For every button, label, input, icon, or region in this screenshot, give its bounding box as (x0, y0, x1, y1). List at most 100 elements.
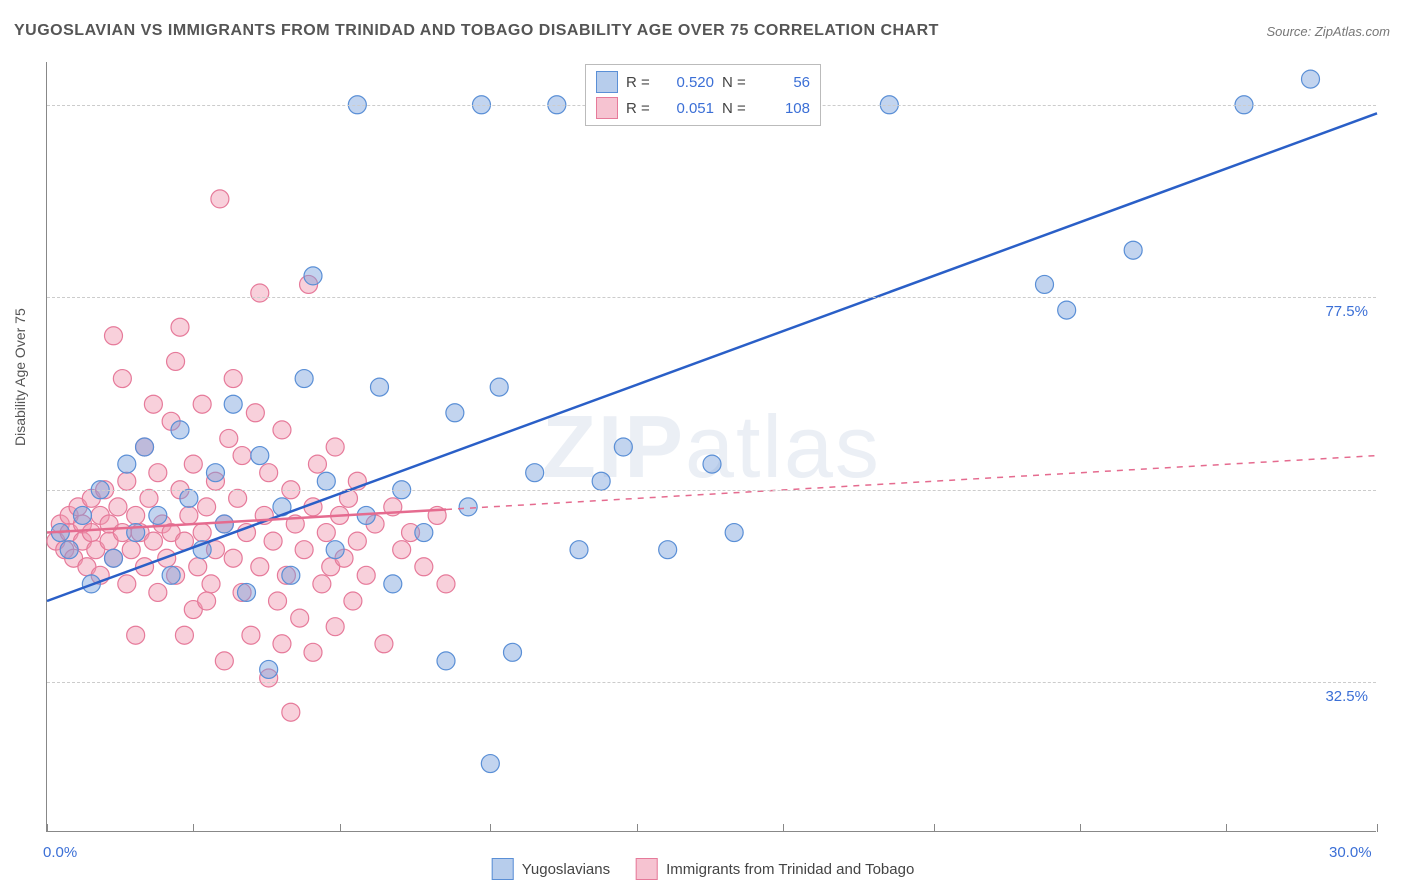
legend-series: Yugoslavians Immigrants from Trinidad an… (492, 858, 915, 880)
data-point (260, 660, 278, 678)
data-point (282, 566, 300, 584)
legend-row-yugoslavians: R = 0.520 N = 56 (596, 69, 810, 95)
x-tick-label: 0.0% (43, 844, 77, 861)
data-point (198, 498, 216, 516)
data-point (198, 592, 216, 610)
data-point (304, 267, 322, 285)
data-point (73, 506, 91, 524)
data-point (82, 524, 100, 542)
data-point (251, 558, 269, 576)
data-point (224, 395, 242, 413)
data-point (1036, 275, 1054, 293)
data-point (136, 438, 154, 456)
plot-area: ZIPatlas 32.5%77.5%0.0%30.0% (46, 62, 1376, 832)
n-value-yugoslavians: 56 (758, 74, 810, 91)
data-point (446, 404, 464, 422)
x-tick-label: 30.0% (1329, 844, 1372, 861)
data-point (269, 592, 287, 610)
data-point (162, 566, 180, 584)
data-point (175, 626, 193, 644)
data-point (659, 541, 677, 559)
data-point (189, 558, 207, 576)
x-tick (1080, 824, 1081, 832)
data-point (282, 703, 300, 721)
x-tick (1226, 824, 1227, 832)
data-point (371, 378, 389, 396)
data-point (504, 643, 522, 661)
data-point (171, 421, 189, 439)
data-point (703, 455, 721, 473)
data-point (202, 575, 220, 593)
data-point (180, 489, 198, 507)
y-axis-label: Disability Age Over 75 (12, 308, 28, 446)
data-point (1302, 70, 1320, 88)
data-point (614, 438, 632, 456)
data-point (140, 489, 158, 507)
y-tick-label: 32.5% (1325, 688, 1368, 705)
x-tick (490, 824, 491, 832)
data-point (118, 575, 136, 593)
data-point (317, 472, 335, 490)
data-point (215, 652, 233, 670)
data-point (109, 498, 127, 516)
data-point (326, 541, 344, 559)
gridline (47, 297, 1376, 298)
data-point (229, 489, 247, 507)
data-point (291, 609, 309, 627)
data-point (233, 447, 251, 465)
data-point (326, 618, 344, 636)
n-value-trinidad: 108 (758, 100, 810, 117)
data-point (251, 284, 269, 302)
legend-item-trinidad: Immigrants from Trinidad and Tobago (636, 858, 914, 880)
data-point (105, 327, 123, 345)
data-point (122, 541, 140, 559)
data-point (437, 652, 455, 670)
data-point (206, 464, 224, 482)
data-point (127, 506, 145, 524)
data-point (304, 643, 322, 661)
data-point (308, 455, 326, 473)
data-point (415, 524, 433, 542)
legend-label-trinidad: Immigrants from Trinidad and Tobago (666, 861, 914, 878)
y-tick-label: 77.5% (1325, 303, 1368, 320)
data-point (180, 506, 198, 524)
data-point (167, 352, 185, 370)
data-point (184, 455, 202, 473)
data-point (193, 395, 211, 413)
data-point (317, 524, 335, 542)
data-point (264, 532, 282, 550)
x-tick (637, 824, 638, 832)
data-point (251, 447, 269, 465)
data-point (220, 429, 238, 447)
data-point (215, 515, 233, 533)
swatch-yugoslavians-bottom (492, 858, 514, 880)
x-tick (934, 824, 935, 832)
data-point (459, 498, 477, 516)
legend-stats: R = 0.520 N = 56 R = 0.051 N = 108 (585, 64, 821, 126)
x-tick (193, 824, 194, 832)
data-point (144, 532, 162, 550)
data-point (211, 190, 229, 208)
correlation-chart: YUGOSLAVIAN VS IMMIGRANTS FROM TRINIDAD … (0, 0, 1406, 892)
data-point (273, 421, 291, 439)
data-point (490, 378, 508, 396)
swatch-trinidad (596, 97, 618, 119)
legend-item-yugoslavians: Yugoslavians (492, 858, 610, 880)
gridline (47, 490, 1376, 491)
data-point (375, 635, 393, 653)
data-point (348, 532, 366, 550)
data-point (592, 472, 610, 490)
data-point (260, 464, 278, 482)
data-point (273, 635, 291, 653)
data-point (384, 575, 402, 593)
data-point (149, 583, 167, 601)
data-point (326, 438, 344, 456)
data-point (127, 626, 145, 644)
data-point (149, 506, 167, 524)
swatch-trinidad-bottom (636, 858, 658, 880)
data-point (113, 370, 131, 388)
data-point (415, 558, 433, 576)
data-point (149, 464, 167, 482)
x-tick (340, 824, 341, 832)
data-point (224, 549, 242, 567)
